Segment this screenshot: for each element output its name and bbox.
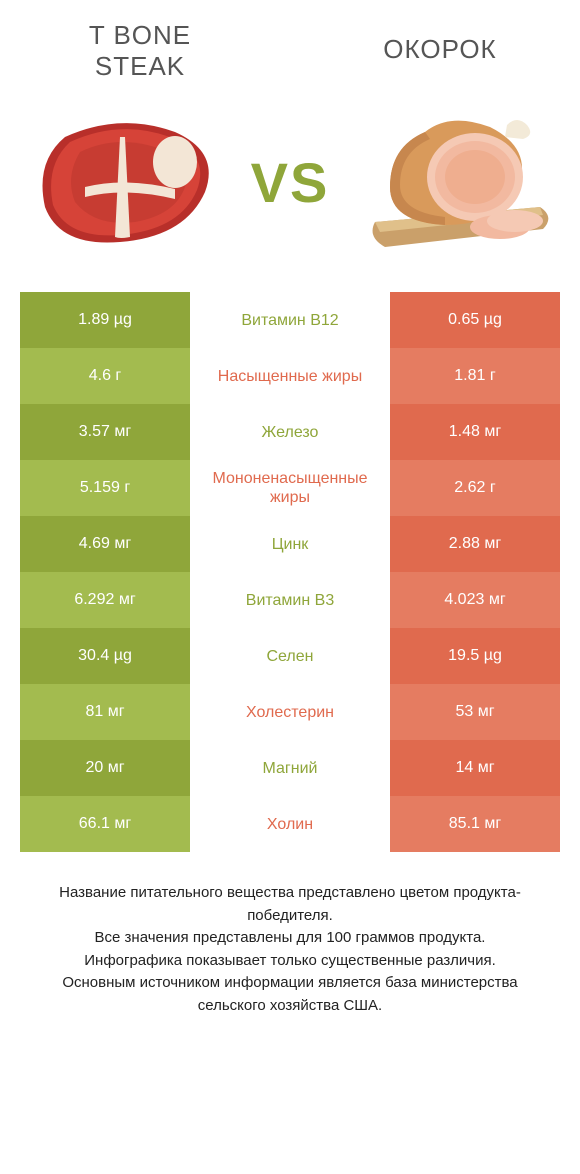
- product-title-left: T Bone steak: [40, 20, 240, 82]
- value-right: 2.88 мг: [390, 516, 560, 572]
- value-right: 19.5 µg: [390, 628, 560, 684]
- value-right: 1.81 г: [390, 348, 560, 404]
- value-left: 6.292 мг: [20, 572, 190, 628]
- comparison-table: 1.89 µgВитамин B120.65 µg4.6 гНасыщенные…: [0, 292, 580, 852]
- nutrient-name: Насыщенные жиры: [190, 348, 390, 404]
- value-left: 4.6 г: [20, 348, 190, 404]
- table-row: 4.69 мгЦинк2.88 мг: [20, 516, 560, 572]
- value-left: 30.4 µg: [20, 628, 190, 684]
- value-left: 4.69 мг: [20, 516, 190, 572]
- value-left: 20 мг: [20, 740, 190, 796]
- table-row: 3.57 мгЖелезо1.48 мг: [20, 404, 560, 460]
- product-title-right: Окорок: [340, 20, 540, 65]
- nutrient-name: Витамин B3: [190, 572, 390, 628]
- product-image-right: [350, 102, 560, 262]
- footer-notes: Название питательного вещества представл…: [0, 852, 580, 1017]
- value-right: 14 мг: [390, 740, 560, 796]
- table-row: 20 мгМагний14 мг: [20, 740, 560, 796]
- vs-label: VS: [251, 150, 330, 215]
- table-row: 81 мгХолестерин53 мг: [20, 684, 560, 740]
- value-right: 53 мг: [390, 684, 560, 740]
- value-right: 4.023 мг: [390, 572, 560, 628]
- table-row: 4.6 гНасыщенные жиры1.81 г: [20, 348, 560, 404]
- footer-line: Все значения представлены для 100 граммо…: [30, 927, 550, 950]
- nutrient-name: Железо: [190, 404, 390, 460]
- footer-line: Основным источником информации является …: [30, 972, 550, 1017]
- nutrient-name: Холин: [190, 796, 390, 852]
- footer-line: Название питательного вещества представл…: [30, 882, 550, 927]
- nutrient-name: Холестерин: [190, 684, 390, 740]
- value-left: 1.89 µg: [20, 292, 190, 348]
- value-right: 2.62 г: [390, 460, 560, 516]
- images-row: VS: [0, 92, 580, 292]
- table-row: 1.89 µgВитамин B120.65 µg: [20, 292, 560, 348]
- header: T Bone steak Окорок: [0, 0, 580, 92]
- product-image-left: [20, 102, 230, 262]
- table-row: 6.292 мгВитамин B34.023 мг: [20, 572, 560, 628]
- value-left: 66.1 мг: [20, 796, 190, 852]
- value-left: 5.159 г: [20, 460, 190, 516]
- table-row: 30.4 µgСелен19.5 µg: [20, 628, 560, 684]
- value-right: 1.48 мг: [390, 404, 560, 460]
- value-left: 81 мг: [20, 684, 190, 740]
- footer-line: Инфографика показывает только существенн…: [30, 950, 550, 973]
- nutrient-name: Цинк: [190, 516, 390, 572]
- table-row: 5.159 гМононенасыщенные жиры2.62 г: [20, 460, 560, 516]
- value-right: 85.1 мг: [390, 796, 560, 852]
- table-row: 66.1 мгХолин85.1 мг: [20, 796, 560, 852]
- nutrient-name: Селен: [190, 628, 390, 684]
- nutrient-name: Витамин B12: [190, 292, 390, 348]
- nutrient-name: Магний: [190, 740, 390, 796]
- value-left: 3.57 мг: [20, 404, 190, 460]
- nutrient-name: Мононенасыщенные жиры: [190, 460, 390, 516]
- value-right: 0.65 µg: [390, 292, 560, 348]
